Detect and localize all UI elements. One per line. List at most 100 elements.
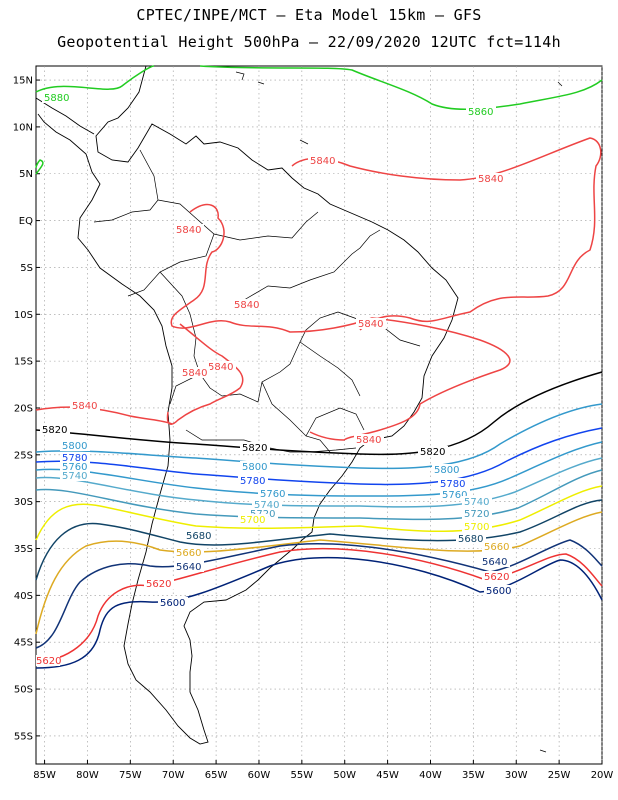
- label-5860: 5860: [468, 107, 493, 118]
- contour-5600: [35, 556, 603, 669]
- label-5600-east: 5600: [484, 585, 514, 597]
- label-5760-a: 5760: [62, 462, 87, 473]
- lon-label-70W: 70W: [162, 770, 185, 781]
- map-frame: [35, 65, 603, 765]
- contour-5820: [35, 371, 603, 456]
- lon-label-35W: 35W: [462, 770, 485, 781]
- label-5700-mid: 5700: [238, 514, 268, 526]
- label-5840-e: 5840: [358, 319, 383, 330]
- lat-label-45S: 45S: [14, 638, 33, 649]
- label-5680-east: 5680: [456, 533, 486, 545]
- label-5740-c: 5740: [464, 497, 489, 508]
- contour-5880-west: [35, 159, 44, 175]
- coastlines: [35, 65, 563, 753]
- label-5740-east: 5740: [462, 496, 492, 508]
- label-5600-a: 5600: [160, 598, 185, 609]
- contour-5880: [35, 65, 603, 110]
- label-5840-andes: 5840: [206, 361, 236, 373]
- label-5760-b: 5760: [260, 489, 285, 500]
- contour-5840-subtropical: [35, 406, 173, 425]
- label-5820-east: 5820: [418, 446, 448, 458]
- lat-label-5S: 5S: [20, 263, 33, 274]
- label-5600-mid: 5600: [158, 597, 188, 609]
- label-5840-pacific: 5840: [70, 400, 100, 412]
- label-5840-east: 5840: [476, 173, 506, 185]
- label-5840-d: 5840: [234, 300, 259, 311]
- label-5880-left: 5880: [42, 92, 72, 104]
- label-5840-f: 5840: [208, 362, 233, 373]
- contour-5620: [35, 548, 603, 663]
- lon-label-50W: 50W: [333, 770, 356, 781]
- label-5760-east: 5760: [440, 489, 470, 501]
- label-5700-b: 5700: [464, 522, 489, 533]
- lat-label-20S: 20S: [14, 403, 33, 414]
- label-5860-right: 5860: [466, 106, 496, 118]
- contour-5840-andes: [166, 323, 244, 425]
- lon-label-40W: 40W: [419, 770, 442, 781]
- label-5620-mid: 5620: [144, 578, 174, 590]
- south-america-coast: [37, 65, 459, 745]
- label-5800-mid: 5800: [240, 461, 270, 473]
- label-5740-a: 5740: [62, 471, 87, 482]
- label-5840-brazil: 5840: [356, 318, 386, 330]
- label-5760-c: 5760: [442, 490, 467, 501]
- axis-ticks: 15N 10N 5N EQ 5S 10S 15S 20S 25S 30S 35S 40S 45S 50S 5…: [13, 76, 614, 781]
- label-5840-h: 5840: [72, 401, 97, 412]
- label-5760-west: 5760: [60, 461, 90, 473]
- contour-5640: [35, 539, 603, 649]
- contour-5780: [35, 427, 603, 486]
- lat-label-40S: 40S: [14, 591, 33, 602]
- label-5660-b: 5660: [484, 542, 509, 553]
- label-5780-c: 5780: [440, 479, 465, 490]
- label-5820-b: 5820: [242, 443, 267, 454]
- contour-labels: 5880 5860 5840 5840 5840 5840 5840 5840: [36, 92, 514, 667]
- label-5740-mid: 5740: [252, 499, 282, 511]
- lon-label-85W: 85W: [33, 770, 56, 781]
- lon-label-55W: 55W: [291, 770, 314, 781]
- lon-label-65W: 65W: [205, 770, 228, 781]
- label-5620-west: 5620: [36, 655, 61, 667]
- label-5680-b: 5680: [458, 534, 483, 545]
- lat-label-15N: 15N: [13, 76, 33, 87]
- label-5780-west: 5780: [60, 452, 90, 464]
- label-5820-a: 5820: [42, 425, 67, 436]
- label-5660-a: 5660: [176, 548, 201, 559]
- label-5780-a: 5780: [62, 453, 87, 464]
- lon-label-45W: 45W: [376, 770, 399, 781]
- lat-label-35S: 35S: [14, 544, 33, 555]
- lat-label-5N: 5N: [19, 169, 33, 180]
- contour-5760: [35, 441, 603, 497]
- lon-label-20W: 20W: [591, 770, 614, 781]
- height-contours: [35, 65, 603, 669]
- lat-label-15S: 15S: [14, 357, 33, 368]
- lon-label-75W: 75W: [119, 770, 142, 781]
- label-5640-mid: 5640: [174, 561, 204, 573]
- label-5800-east: 5800: [432, 464, 462, 476]
- islands-coast: [235, 71, 563, 753]
- label-5840-i: 5840: [356, 435, 381, 446]
- label-5840-b: 5840: [478, 174, 503, 185]
- label-5740-west: 5740: [60, 470, 90, 482]
- contour-5700: [35, 485, 603, 541]
- label-5840-coast: 5840: [354, 434, 384, 446]
- lat-label-10N: 10N: [13, 122, 33, 133]
- lat-label-55S: 55S: [14, 731, 33, 742]
- label-5780-b: 5780: [240, 476, 265, 487]
- label-5620-east: 5620: [482, 571, 512, 583]
- lat-label-30S: 30S: [14, 497, 33, 508]
- contour-5680: [35, 499, 603, 581]
- label-5840-g: 5840: [182, 368, 207, 379]
- lon-label-30W: 30W: [505, 770, 528, 781]
- label-5780-mid: 5780: [238, 475, 268, 487]
- label-5600-b: 5600: [486, 586, 511, 597]
- label-5720-b: 5720: [464, 509, 489, 520]
- label-5640-a: 5640: [176, 562, 201, 573]
- lon-label-60W: 60W: [248, 770, 271, 781]
- lon-label-80W: 80W: [76, 770, 99, 781]
- label-5840-amazon: 5840: [174, 224, 204, 236]
- label-5660-mid: 5660: [174, 547, 204, 559]
- chart-title-line2: Geopotential Height 500hPa – 22/09/2020 …: [57, 33, 561, 51]
- label-5800-a: 5800: [62, 441, 87, 452]
- chart-title-line1: CPTEC/INPE/MCT – Eta Model 15km – GFS: [136, 6, 482, 24]
